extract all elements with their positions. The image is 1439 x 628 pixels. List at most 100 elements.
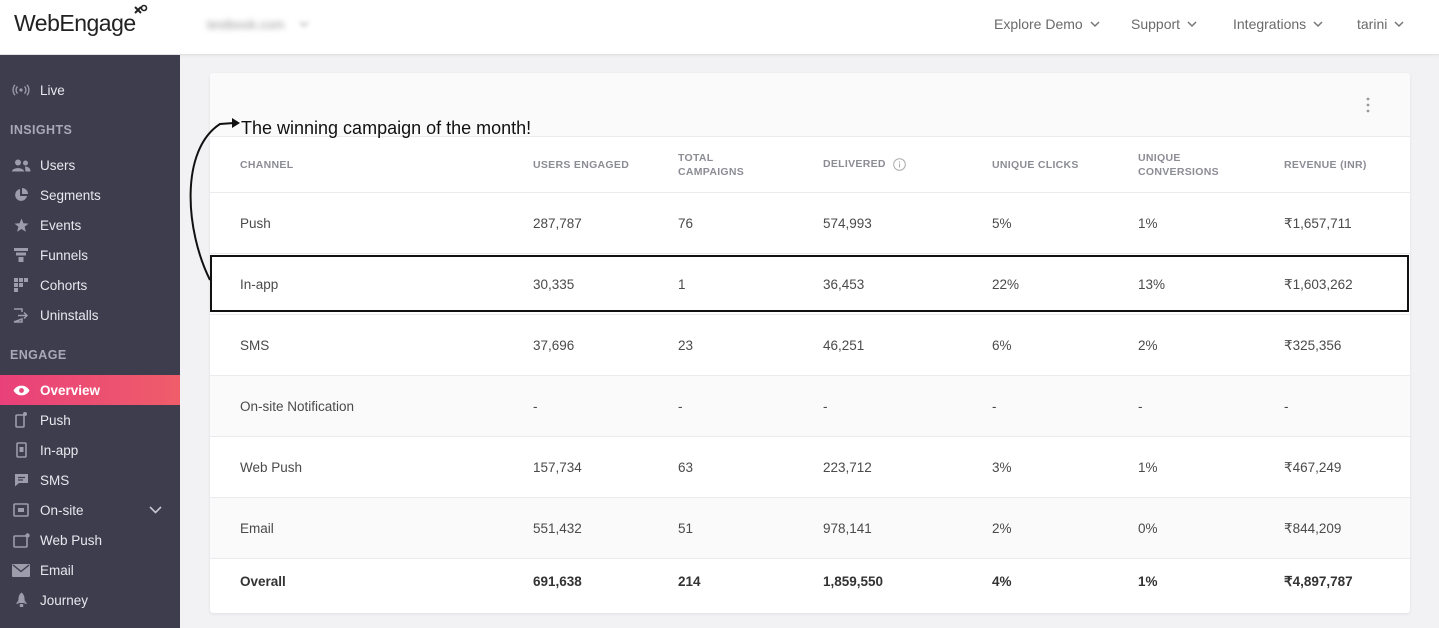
cell-revenue: ₹1,657,711 <box>1284 215 1352 231</box>
sidebar-item-events[interactable]: Events <box>0 210 180 240</box>
sidebar-item-label: Users <box>40 157 76 173</box>
nav-user-menu[interactable]: tarini <box>1357 16 1404 32</box>
column-header-channel[interactable]: CHANNEL <box>240 159 294 171</box>
nav-explore-demo[interactable]: Explore Demo <box>994 16 1100 32</box>
sidebar-item-push[interactable]: Push <box>0 405 180 435</box>
webengage-logo[interactable]: WebEngage <box>14 4 147 37</box>
sidebar-item-journey[interactable]: Journey <box>0 585 180 615</box>
sidebar-item-label: Uninstalls <box>40 307 99 323</box>
sidebar-item-label: Segments <box>40 187 101 203</box>
card-header <box>210 73 1410 137</box>
cell-users-engaged: 691,638 <box>533 574 582 589</box>
sidebar-item-label: Events <box>40 217 82 233</box>
nav-support[interactable]: Support <box>1131 16 1197 32</box>
cell-users-engaged: 30,335 <box>533 277 575 292</box>
header-line: CONVERSIONS <box>1138 166 1219 178</box>
cell-total-campaigns: 214 <box>678 574 701 589</box>
cell-total-campaigns: - <box>678 399 683 414</box>
sidebar-item-inapp[interactable]: In-app <box>0 435 180 465</box>
column-header-users-engaged[interactable]: USERS ENGAGED <box>533 159 630 171</box>
cell-revenue: ₹325,356 <box>1284 337 1342 353</box>
cell-revenue: ₹1,603,262 <box>1284 276 1353 292</box>
cell-unique-conversions: 1% <box>1138 460 1158 475</box>
cell-users-engaged: 157,734 <box>533 460 582 475</box>
cell-channel: On-site Notification <box>240 399 355 414</box>
header-line: CAMPAIGNS <box>678 166 745 178</box>
cell-revenue: - <box>1284 399 1289 414</box>
sidebar-item-overview[interactable]: Overview <box>0 375 180 405</box>
chevron-down-icon[interactable] <box>149 506 162 514</box>
sidebar-item-funnels[interactable]: Funnels <box>0 240 180 270</box>
nav-label: Integrations <box>1233 16 1307 32</box>
sidebar-item-live[interactable]: Live <box>0 75 180 105</box>
pie-icon <box>11 187 31 203</box>
sidebar-item-label: Overview <box>40 382 101 398</box>
sidebar-item-uninstalls[interactable]: Uninstalls <box>0 300 180 330</box>
webpush-icon <box>11 532 31 548</box>
header-line: UNIQUE <box>1138 152 1181 164</box>
sidebar-item-cohorts[interactable]: Cohorts <box>0 270 180 300</box>
header-label: DELIVERED <box>823 158 886 170</box>
cell-delivered: 1,859,550 <box>823 574 884 589</box>
table-row[interactable]: SMS 37,696 23 46,251 6% 2% ₹325,356 <box>210 314 1410 375</box>
nav-integrations[interactable]: Integrations <box>1233 16 1323 32</box>
grid-icon <box>11 277 31 293</box>
column-header-unique-clicks[interactable]: UNIQUE CLICKS <box>992 159 1079 171</box>
sidebar-item-email[interactable]: Email <box>0 555 180 585</box>
cell-unique-conversions: 0% <box>1138 521 1158 536</box>
nav-label: Support <box>1131 16 1181 32</box>
sidebar-item-label: Web Push <box>40 532 103 548</box>
column-header-delivered[interactable]: DELIVERED <box>823 157 906 171</box>
cell-users-engaged: 287,787 <box>533 216 582 231</box>
cell-delivered: 223,712 <box>823 460 872 475</box>
annotation-text: The winning campaign of the month! <box>241 118 532 138</box>
eye-icon <box>11 382 31 398</box>
project-name[interactable]: testbook.com <box>207 17 285 32</box>
more-options-icon[interactable] <box>1361 96 1375 114</box>
top-header: WebEngage testbook.com Explore Demo Supp… <box>0 0 1439 55</box>
sidebar-item-label: Cohorts <box>40 277 88 293</box>
sidebar-item-label: On-site <box>40 502 84 518</box>
cell-channel: Web Push <box>240 460 303 475</box>
cell-unique-clicks: 5% <box>992 216 1012 231</box>
cell-unique-clicks: 4% <box>992 574 1012 589</box>
sidebar-item-onsite[interactable]: On-site <box>0 495 180 525</box>
info-icon[interactable] <box>892 157 906 171</box>
cell-revenue: ₹844,209 <box>1284 520 1342 536</box>
chevron-down-icon <box>1394 20 1404 27</box>
sidebar-item-webpush[interactable]: Web Push <box>0 525 180 555</box>
cell-users-engaged: 551,432 <box>533 521 582 536</box>
cell-total-campaigns: 51 <box>678 521 694 536</box>
sidebar-item-sms[interactable]: SMS <box>0 465 180 495</box>
column-header-total-campaigns[interactable]: TOTAL CAMPAIGNS <box>678 151 744 179</box>
table-row[interactable]: Email 551,432 51 978,141 2% 0% ₹844,209 <box>210 497 1410 558</box>
cell-total-campaigns: 63 <box>678 460 694 475</box>
column-header-unique-conversions[interactable]: UNIQUE CONVERSIONS <box>1138 151 1219 179</box>
cell-unique-clicks: 3% <box>992 460 1012 475</box>
cell-unique-conversions: 13% <box>1138 277 1166 292</box>
table-row[interactable]: In-app 30,335 1 36,453 22% 13% ₹1,603,26… <box>210 253 1410 314</box>
cell-unique-conversions: 2% <box>1138 338 1158 353</box>
cell-delivered: 46,251 <box>823 338 865 353</box>
table-row[interactable]: On-site Notification - - - - - - <box>210 375 1410 436</box>
table-total-row: Overall 691,638 214 1,859,550 4% 1% ₹4,8… <box>210 558 1410 613</box>
cell-channel: Overall <box>240 574 286 589</box>
cell-unique-clicks: 6% <box>992 338 1012 353</box>
cell-unique-conversions: - <box>1138 399 1143 414</box>
cell-unique-clicks: 22% <box>992 277 1020 292</box>
live-broadcast-icon <box>11 82 31 98</box>
sms-icon <box>11 472 31 488</box>
cell-unique-conversions: 1% <box>1138 216 1158 231</box>
table-row[interactable]: Web Push 157,734 63 223,712 3% 1% ₹467,2… <box>210 436 1410 497</box>
logo-swirl-icon <box>133 4 147 14</box>
sidebar-item-users[interactable]: Users <box>0 150 180 180</box>
chevron-down-icon <box>1187 20 1197 27</box>
cell-delivered: 36,453 <box>823 277 865 292</box>
table-row[interactable]: Push 287,787 76 574,993 5% 1% ₹1,657,711 <box>210 192 1410 253</box>
sidebar-item-segments[interactable]: Segments <box>0 180 180 210</box>
header-line: TOTAL <box>678 152 714 164</box>
sidebar-item-label: Live <box>40 82 65 98</box>
mail-icon <box>11 562 31 578</box>
chevron-down-icon[interactable] <box>299 19 309 29</box>
column-header-revenue[interactable]: REVENUE (INR) <box>1284 159 1367 171</box>
